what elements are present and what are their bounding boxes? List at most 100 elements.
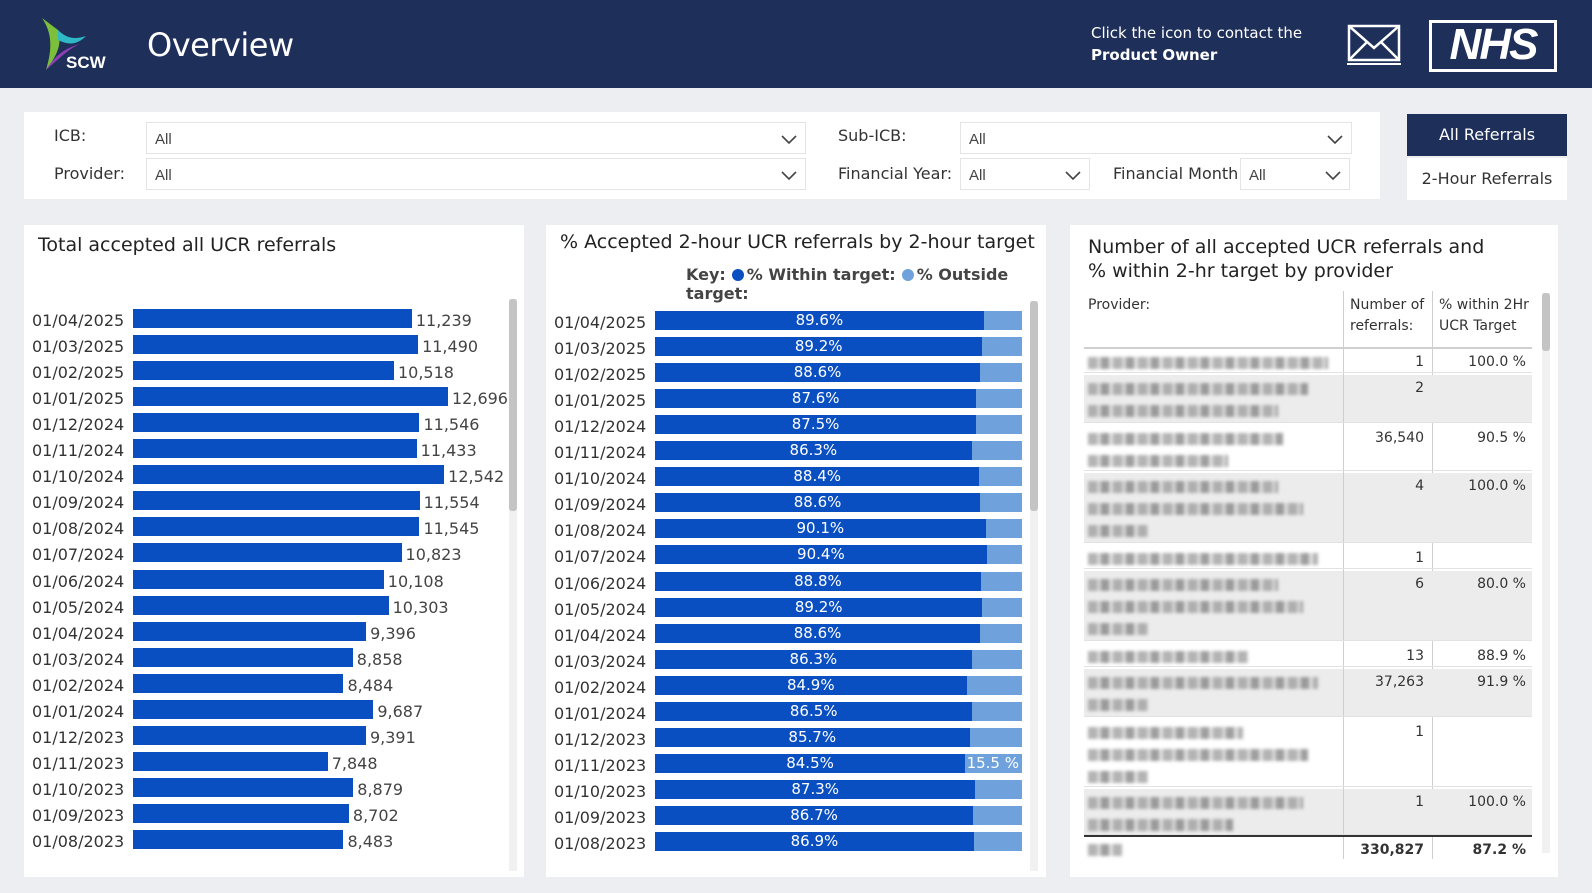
chart-row[interactable]: 01/02/2025 88.6% bbox=[554, 361, 1034, 387]
chart-row[interactable]: 01/03/2024 86.3% bbox=[554, 648, 1034, 674]
within-target-bar[interactable]: 86.9% bbox=[655, 832, 974, 851]
within-target-bar[interactable]: 88.8% bbox=[655, 571, 981, 591]
scrollbar-thumb[interactable] bbox=[1542, 293, 1550, 351]
bar[interactable] bbox=[133, 387, 448, 407]
scrollbar-thumb[interactable] bbox=[509, 299, 517, 511]
outside-target-bar[interactable] bbox=[985, 519, 1022, 539]
bar[interactable] bbox=[133, 621, 367, 641]
chart-row[interactable]: 01/01/2024 86.5% bbox=[554, 700, 1034, 726]
within-target-bar[interactable]: 88.4% bbox=[655, 467, 980, 487]
chart-row[interactable]: 01/12/2024 11,546 bbox=[32, 411, 502, 437]
outside-target-bar[interactable] bbox=[986, 545, 1022, 565]
table-row[interactable]: 2 bbox=[1070, 375, 1532, 423]
within-target-bar[interactable]: 87.5% bbox=[655, 415, 977, 435]
chart-row[interactable]: 01/08/2023 86.9% bbox=[554, 830, 1034, 856]
bar[interactable] bbox=[133, 777, 354, 797]
chart-row[interactable]: 01/09/2023 86.7% bbox=[554, 804, 1034, 830]
chart-row[interactable]: 01/09/2023 8,702 bbox=[32, 802, 502, 828]
chart-row[interactable]: 01/04/2025 89.6% bbox=[554, 309, 1034, 335]
within-target-bar[interactable]: 88.6% bbox=[655, 493, 981, 513]
icb-dropdown[interactable]: All bbox=[146, 122, 806, 154]
table-row[interactable]: 36,540 90.5 % bbox=[1070, 425, 1532, 471]
chart-row[interactable]: 01/02/2024 8,484 bbox=[32, 672, 502, 698]
chart-row[interactable]: 01/12/2024 87.5% bbox=[554, 413, 1034, 439]
chart-row[interactable]: 01/02/2025 10,518 bbox=[32, 359, 502, 385]
bar[interactable] bbox=[133, 647, 353, 667]
outside-target-bar[interactable] bbox=[969, 727, 1022, 747]
chart-row[interactable]: 01/04/2024 9,396 bbox=[32, 620, 502, 646]
outside-target-bar[interactable] bbox=[976, 415, 1022, 435]
chart-row[interactable]: 01/06/2024 10,108 bbox=[32, 568, 502, 594]
scrollbar-thumb[interactable] bbox=[1030, 301, 1038, 511]
chart-row[interactable]: 01/11/2024 11,433 bbox=[32, 437, 502, 463]
bar[interactable] bbox=[133, 413, 420, 433]
within-target-bar[interactable]: 90.1% bbox=[655, 519, 986, 539]
chart-row[interactable]: 01/09/2024 11,554 bbox=[32, 489, 502, 515]
within-target-bar[interactable]: 86.5% bbox=[655, 701, 973, 721]
bar[interactable] bbox=[133, 517, 420, 537]
within-target-bar[interactable]: 86.3% bbox=[655, 441, 972, 461]
outside-target-bar[interactable] bbox=[980, 493, 1022, 513]
chart-row[interactable]: 01/02/2024 84.9% bbox=[554, 674, 1034, 700]
scrollbar[interactable] bbox=[509, 299, 517, 871]
outside-target-bar[interactable] bbox=[979, 467, 1022, 487]
within-target-bar[interactable]: 84.5% bbox=[655, 753, 966, 773]
outside-target-bar[interactable] bbox=[966, 675, 1022, 695]
chart-row[interactable]: 01/05/2024 10,303 bbox=[32, 594, 502, 620]
chart-row[interactable]: 01/08/2023 8,483 bbox=[32, 828, 502, 854]
table-row[interactable]: 1 bbox=[1070, 719, 1532, 787]
chart-row[interactable]: 01/09/2024 88.6% bbox=[554, 491, 1034, 517]
chart-row[interactable]: 01/11/2023 84.5% 15.5 % bbox=[554, 752, 1034, 778]
bar[interactable] bbox=[133, 595, 389, 615]
outside-target-bar[interactable] bbox=[971, 649, 1022, 669]
outside-target-bar[interactable]: 15.5 % bbox=[965, 753, 1022, 773]
chart-row[interactable]: 01/11/2023 7,848 bbox=[32, 750, 502, 776]
within-target-bar[interactable]: 86.3% bbox=[655, 649, 972, 669]
bar[interactable] bbox=[133, 309, 412, 328]
bar[interactable] bbox=[133, 361, 394, 381]
bar[interactable] bbox=[133, 543, 402, 563]
bar[interactable] bbox=[133, 673, 344, 693]
within-target-bar[interactable]: 88.6% bbox=[655, 363, 981, 383]
chart-row[interactable]: 01/12/2023 9,391 bbox=[32, 724, 502, 750]
bar[interactable] bbox=[133, 751, 328, 771]
table-row[interactable]: 1 100.0 % bbox=[1070, 349, 1532, 373]
bar[interactable] bbox=[133, 439, 417, 459]
column-header-pct-within-target[interactable]: % within 2Hr UCR Target bbox=[1439, 297, 1529, 334]
chart-row[interactable]: 01/03/2024 8,858 bbox=[32, 646, 502, 672]
outside-target-bar[interactable] bbox=[980, 571, 1022, 591]
chart-row[interactable]: 01/07/2024 90.4% bbox=[554, 543, 1034, 569]
mail-icon[interactable] bbox=[1347, 24, 1401, 66]
within-target-bar[interactable]: 90.4% bbox=[655, 545, 987, 565]
table-row[interactable]: 6 80.0 % bbox=[1070, 571, 1532, 641]
chart-row[interactable]: 01/06/2024 88.8% bbox=[554, 570, 1034, 596]
chart-row[interactable]: 01/08/2024 90.1% bbox=[554, 517, 1034, 543]
within-target-bar[interactable]: 88.6% bbox=[655, 623, 981, 643]
bar[interactable] bbox=[133, 699, 374, 719]
table-row[interactable]: 1 100.0 % bbox=[1070, 789, 1532, 835]
outside-target-bar[interactable] bbox=[971, 441, 1022, 461]
chart-row[interactable]: 01/05/2024 89.2% bbox=[554, 596, 1034, 622]
outside-target-bar[interactable] bbox=[973, 832, 1022, 851]
financial-year-dropdown[interactable]: All bbox=[960, 158, 1090, 190]
chart-row[interactable]: 01/11/2024 86.3% bbox=[554, 439, 1034, 465]
bar[interactable] bbox=[133, 725, 366, 745]
outside-target-bar[interactable] bbox=[982, 337, 1022, 357]
table-row[interactable]: 13 88.9 % bbox=[1070, 643, 1532, 667]
chart-row[interactable]: 01/01/2025 87.6% bbox=[554, 387, 1034, 413]
bar[interactable] bbox=[133, 569, 384, 589]
outside-target-bar[interactable] bbox=[975, 779, 1022, 799]
bar[interactable] bbox=[133, 830, 344, 849]
within-target-bar[interactable]: 86.7% bbox=[655, 805, 974, 825]
within-target-bar[interactable]: 89.6% bbox=[655, 311, 984, 330]
scrollbar[interactable] bbox=[1030, 301, 1038, 871]
chart-row[interactable]: 01/04/2025 11,239 bbox=[32, 307, 502, 333]
all-referrals-button[interactable]: All Referrals bbox=[1407, 114, 1567, 156]
chart-row[interactable]: 01/12/2023 85.7% bbox=[554, 726, 1034, 752]
outside-target-bar[interactable] bbox=[982, 597, 1022, 617]
outside-target-bar[interactable] bbox=[972, 701, 1022, 721]
table-row[interactable]: 1 bbox=[1070, 545, 1532, 569]
outside-target-bar[interactable] bbox=[976, 389, 1022, 409]
bar[interactable] bbox=[133, 335, 419, 355]
chart-row[interactable]: 01/10/2023 87.3% bbox=[554, 778, 1034, 804]
